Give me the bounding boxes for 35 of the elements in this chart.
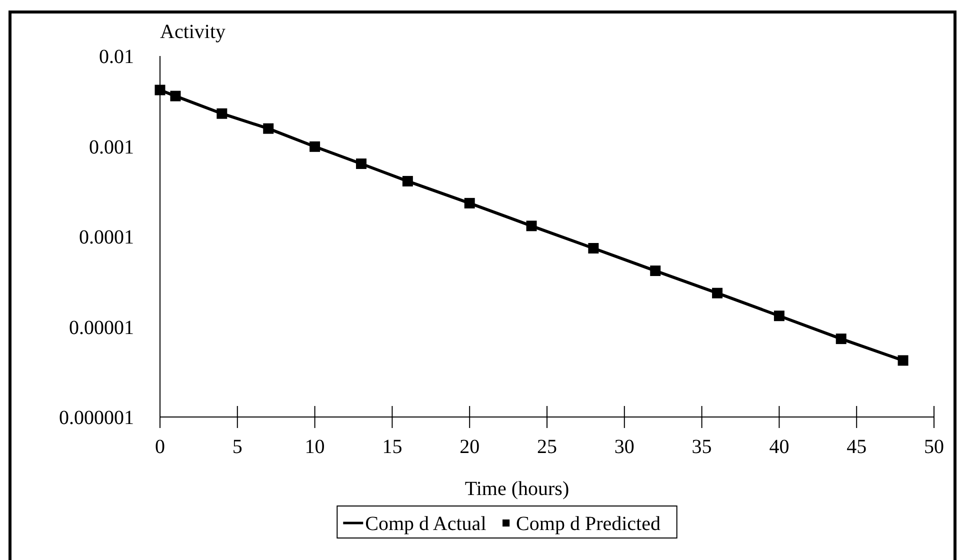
- x-tick-label: 50: [924, 436, 944, 458]
- x-tick-label: 40: [769, 436, 790, 458]
- point: [526, 220, 537, 232]
- x-tick-label: 30: [614, 436, 634, 458]
- point: [263, 123, 274, 134]
- x-tick-label: 0: [155, 436, 165, 458]
- y-axis-title: Activity: [160, 21, 226, 43]
- point: [712, 288, 723, 298]
- y-tick-label: 0.001: [89, 136, 134, 158]
- x-tick-label: 10: [304, 436, 325, 458]
- point: [310, 141, 320, 152]
- x-tick-label: 35: [692, 436, 712, 458]
- point: [402, 176, 413, 186]
- x-tick-label: 45: [846, 436, 867, 458]
- x-tick-label: 20: [460, 436, 480, 458]
- legend-label: Comp d Predicted: [516, 513, 660, 535]
- y-tick-label: 0.01: [99, 46, 134, 68]
- point: [898, 355, 908, 366]
- point: [588, 243, 599, 254]
- x-tick-label: 25: [537, 436, 557, 458]
- y-tick-label: 0.000001: [59, 407, 134, 429]
- x-tick-label: 5: [232, 436, 242, 458]
- point: [356, 158, 366, 169]
- legend-label: Comp d Actual: [365, 513, 487, 535]
- point: [836, 334, 846, 344]
- point: [464, 198, 475, 208]
- point: [774, 310, 784, 322]
- point: [154, 84, 166, 96]
- point: [650, 266, 661, 276]
- x-tick-label: 15: [382, 436, 402, 458]
- y-tick-label: 0.0001: [79, 226, 134, 248]
- x-axis-title: Time (hours): [464, 478, 570, 500]
- point: [216, 108, 228, 119]
- point: [170, 90, 181, 102]
- y-tick-label: 0.00001: [69, 316, 134, 339]
